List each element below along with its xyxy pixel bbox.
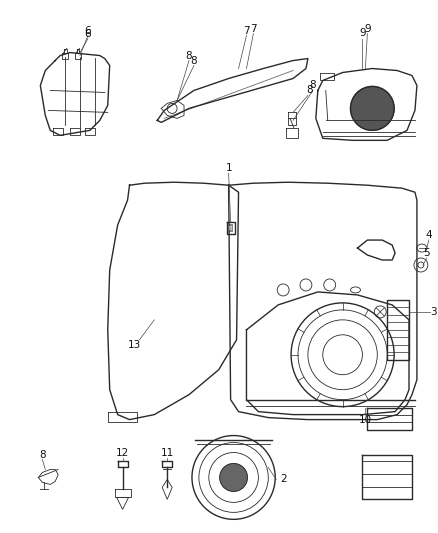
- Circle shape: [220, 464, 247, 491]
- Polygon shape: [162, 480, 172, 499]
- Text: 8: 8: [39, 449, 46, 459]
- Text: 3: 3: [431, 307, 437, 317]
- Text: 1: 1: [225, 163, 232, 173]
- Text: 8: 8: [307, 85, 313, 95]
- Text: 8: 8: [191, 55, 197, 66]
- Text: 7: 7: [243, 26, 250, 36]
- Text: 9: 9: [364, 23, 371, 34]
- Text: 2: 2: [280, 474, 286, 484]
- Text: 10: 10: [359, 415, 372, 425]
- Text: 13: 13: [128, 340, 141, 350]
- Text: B: B: [229, 225, 232, 231]
- Polygon shape: [117, 497, 128, 510]
- Text: 5: 5: [424, 248, 430, 258]
- Bar: [387, 300, 409, 360]
- Bar: [229, 224, 233, 232]
- Text: 12: 12: [116, 448, 129, 457]
- Text: 8: 8: [186, 51, 192, 61]
- Text: 6: 6: [85, 29, 91, 38]
- Circle shape: [350, 86, 394, 131]
- Text: 6: 6: [85, 26, 91, 36]
- Text: 9: 9: [359, 28, 366, 38]
- Text: 11: 11: [161, 448, 174, 457]
- Text: 7: 7: [250, 23, 257, 34]
- Text: 4: 4: [425, 230, 432, 240]
- Text: 8: 8: [310, 80, 316, 91]
